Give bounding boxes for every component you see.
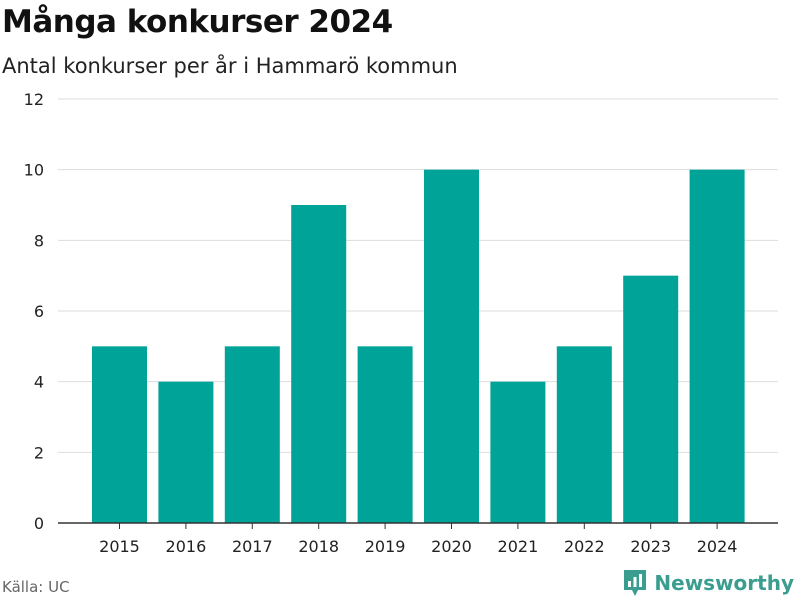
x-tick-label-2016: 2016 [166, 537, 207, 556]
x-tick-label-2018: 2018 [298, 537, 339, 556]
bar-2020 [424, 169, 479, 523]
y-tick-label: 2 [34, 443, 44, 462]
y-tick-label: 4 [34, 373, 44, 392]
x-tick-label-2021: 2021 [498, 537, 539, 556]
x-tick-label-2019: 2019 [365, 537, 406, 556]
y-tick-label: 10 [24, 161, 44, 180]
y-tick-label: 6 [34, 302, 44, 321]
x-tick-label-2017: 2017 [232, 537, 273, 556]
x-tick-label-2015: 2015 [99, 537, 140, 556]
x-tick-label-2024: 2024 [697, 537, 738, 556]
bar-2022 [556, 346, 612, 523]
source-note: Källa: UC [2, 578, 70, 596]
chart-subtitle: Antal konkurser per år i Hammarö kommun [2, 54, 458, 78]
chart-title: Många konkurser 2024 [2, 4, 393, 40]
bar-2021 [490, 381, 546, 523]
x-tick-label-2022: 2022 [564, 537, 605, 556]
bar-2019 [357, 346, 413, 523]
x-axis-ticks: 2015 2016 2017 2018 2019 2020 2021 2022 2023 2024 [99, 523, 737, 556]
newsworthy-logo-icon [624, 570, 647, 596]
x-tick-label-2020: 2020 [431, 537, 472, 556]
brand-name: Newsworthy [654, 571, 794, 595]
brand-logo: Newsworthy [622, 568, 794, 598]
bar-2015 [92, 346, 147, 523]
x-tick-label-2023: 2023 [630, 537, 671, 556]
bar-2016 [158, 381, 214, 523]
bar-2017 [224, 346, 280, 523]
y-tick-label: 8 [34, 231, 44, 250]
y-tick-label: 0 [34, 514, 44, 533]
y-tick-label: 12 [24, 90, 44, 109]
bar-2018 [291, 205, 347, 523]
y-axis-ticks: 0 2 4 6 8 10 12 [24, 90, 44, 533]
bar-2023 [623, 275, 679, 523]
bars [92, 169, 745, 523]
bar-2024 [689, 169, 745, 523]
